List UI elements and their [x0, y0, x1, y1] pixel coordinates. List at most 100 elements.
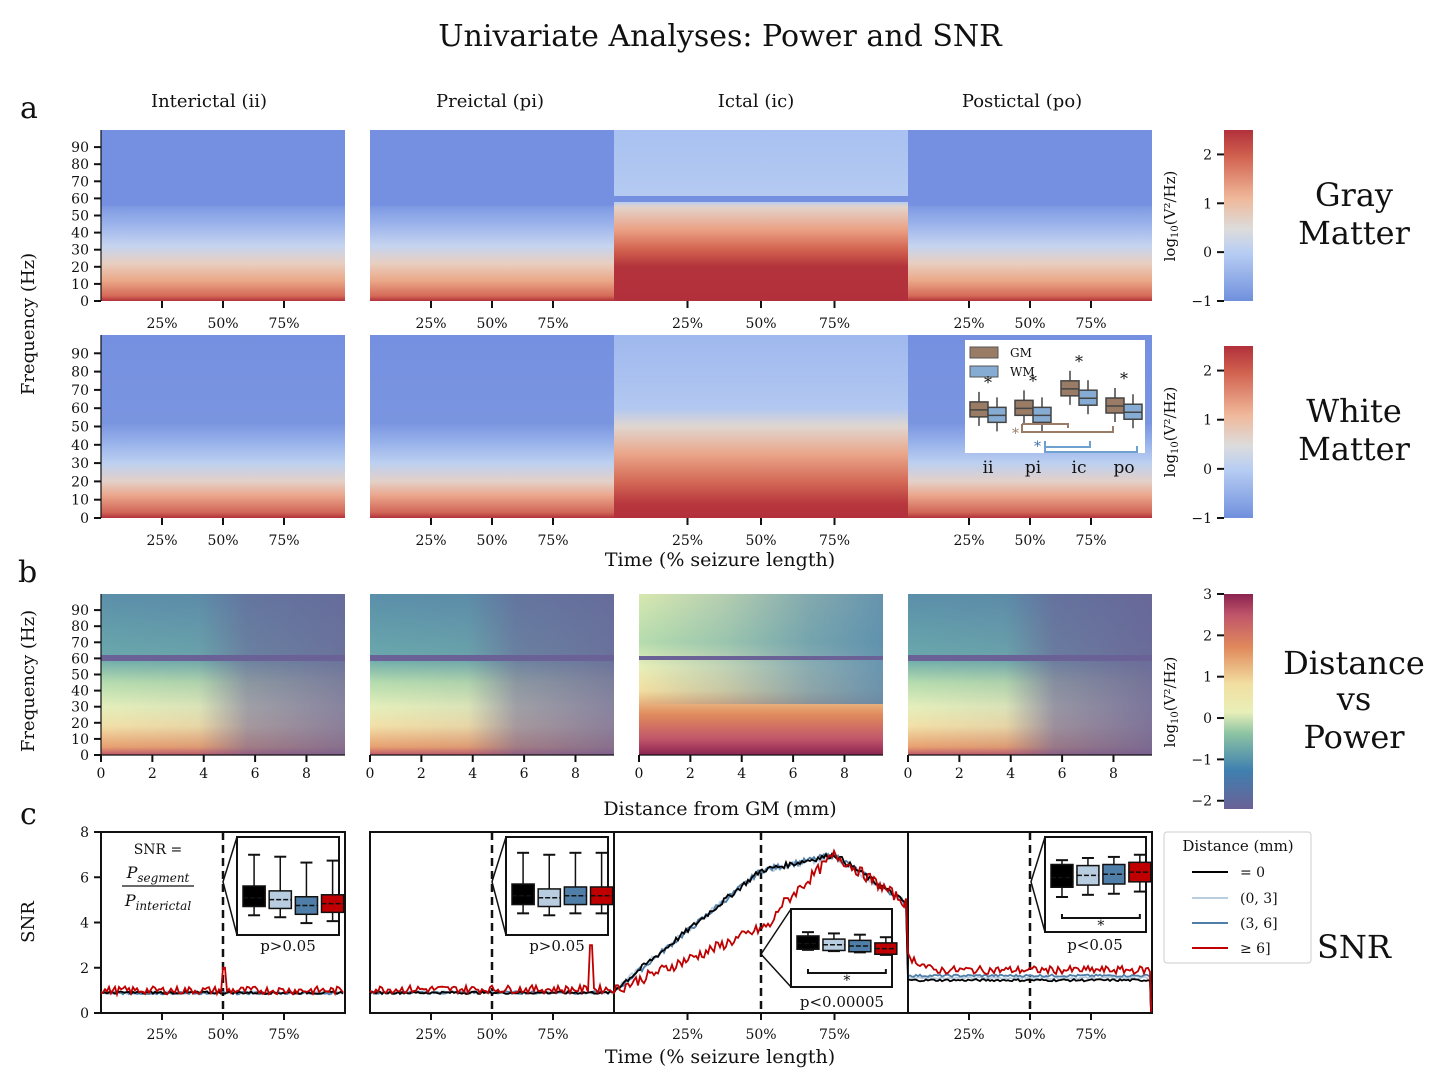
colorbar-tick-label: −2 [1191, 794, 1212, 810]
inset-pointer [760, 908, 792, 988]
colorbar-tick-label: 1 [1203, 670, 1212, 686]
wm-spec-interictal [101, 335, 345, 518]
y-tick-label: 30 [71, 456, 89, 472]
x-tick-label: 50% [1014, 533, 1045, 549]
gm-bracket-star: * [1012, 426, 1019, 442]
x-tick-label: 50% [207, 533, 238, 549]
legend-label-d6: ≥ 6] [1240, 941, 1271, 957]
x-tick-label: 50% [745, 1027, 776, 1043]
x-tick-label: 75% [1075, 1027, 1106, 1043]
x-tick-label: 75% [268, 316, 299, 332]
phase-title-postictal: Postictal (po) [962, 91, 1082, 112]
x-tick-label: 0 [904, 766, 913, 782]
x-tick-label: 6 [789, 766, 798, 782]
x-tick-label: 2 [417, 766, 426, 782]
colorbar-tick-label: 2 [1203, 147, 1212, 163]
gm-significance-bracket [1021, 423, 1114, 433]
x-tick-label: 0 [97, 766, 106, 782]
x-tick-label: 25% [415, 1027, 446, 1043]
legend-label-d0: = 0 [1240, 865, 1265, 881]
y-tick-label: 0 [80, 511, 89, 527]
colorbar-ticks: −1 0 1 2 −1 0 1 2 −2 −1 0 1 2 3 [1191, 147, 1224, 810]
inset-pointer [1030, 836, 1046, 933]
phase-title-ictal: Ictal (ic) [718, 91, 795, 112]
x-tick-label: 2 [686, 766, 695, 782]
inset-tick-ii: ii [983, 458, 994, 478]
inset-tick-po: po [1113, 458, 1134, 478]
formula-lhs: SNR = [134, 842, 183, 858]
y-tick-label: 80 [71, 619, 89, 635]
snr-line-interictal [100, 966, 344, 998]
y-tick-label: 50 [71, 420, 89, 436]
y-tick-label: 80 [71, 365, 89, 381]
x-tick-label: 25% [953, 316, 984, 332]
formula-numerator: Psegment [126, 863, 190, 885]
colorbar-tick-label: 2 [1203, 628, 1212, 644]
y-tick-label: 50 [71, 209, 89, 225]
inset-sig-star: * [1029, 371, 1037, 390]
y-tick-label: 20 [71, 716, 89, 732]
legend-frame [1163, 831, 1312, 964]
inset-sig-star: * [843, 973, 850, 989]
x-tick-label: 0 [366, 766, 375, 782]
x-tick-label: 50% [745, 533, 776, 549]
inset-sig-bracket [806, 969, 887, 974]
row-label-white-1: White [1306, 392, 1402, 430]
x-tick-label: 50% [1014, 316, 1045, 332]
colorbar-label-gm: log10(V²/Hz) [1161, 171, 1181, 262]
colorbar-tick-label: 0 [1203, 462, 1212, 478]
x-tick-label: 75% [268, 1027, 299, 1043]
gm-line-noise [101, 196, 1152, 202]
colorbar-gm [1224, 130, 1253, 301]
gm-spec-interictal [101, 130, 345, 301]
colorbar-wm [1224, 346, 1253, 518]
gm-spec-ictal [614, 130, 908, 301]
x-tick-label: 75% [1075, 316, 1106, 332]
colorbar-label-distance: log10(V²/Hz) [1161, 657, 1181, 748]
x-tick-label: 8 [1109, 766, 1118, 782]
x-tick-label: 25% [146, 1027, 177, 1043]
x-tick-label: 50% [476, 1027, 507, 1043]
legend-wm-swatch [969, 365, 999, 378]
row-label-gray-2: Matter [1298, 214, 1411, 252]
x-tick-label: 75% [1075, 533, 1106, 549]
y-tick-label: 10 [71, 732, 89, 748]
colorbar-label-wm: log10(V²/Hz) [1161, 387, 1181, 478]
x-tick-label: 25% [415, 316, 446, 332]
y-tick-label: 70 [71, 174, 89, 190]
x-tick-label: 75% [537, 533, 568, 549]
x-tick-label: 6 [520, 766, 529, 782]
colorbar-tick-label: 0 [1203, 711, 1212, 727]
ylabel-frequency-a: Frequency (Hz) [18, 253, 39, 395]
dist-line-noise-1 [101, 655, 345, 661]
colorbar-tick-label: −1 [1191, 511, 1212, 527]
panel-letter-a: a [20, 91, 38, 126]
x-tick-label: 4 [468, 766, 477, 782]
dist-heatmap-preictal-fade [370, 594, 614, 755]
dist-line-noise-2 [370, 655, 614, 661]
ylabel-frequency-b: Frequency (Hz) [18, 610, 39, 752]
y-tick-label: 60 [71, 401, 89, 417]
x-tick-label: 6 [1058, 766, 1067, 782]
wm-spec-preictal [370, 335, 614, 518]
x-tick-label: 50% [1014, 1027, 1045, 1043]
x-tick-label: 50% [745, 316, 776, 332]
inset-sig-bracket [1060, 914, 1141, 919]
x-tick-label: 25% [146, 316, 177, 332]
y-tick-label: 70 [71, 635, 89, 651]
inset-sig-star: * [1097, 918, 1104, 934]
snr-legend: Distance (mm) = 0 (0, 3] (3, 6] ≥ 6] [1163, 831, 1312, 964]
inset-sig-star: * [984, 373, 992, 392]
ylabel-snr: SNR [18, 901, 39, 943]
y-tick-label: 40 [71, 226, 89, 242]
wm-bracket-star: * [1034, 439, 1041, 455]
gm-wm-inset: GM WM * * * * ii pi ic po * * [965, 340, 1145, 478]
y-tick-label: 10 [71, 493, 89, 509]
gm-line-noise-gap [345, 196, 370, 202]
x-tick-label: 25% [672, 316, 703, 332]
y-tick-label: 20 [71, 474, 89, 490]
snr-lines [100, 848, 1152, 1012]
inset-p-value: p<0.05 [1067, 936, 1123, 954]
legend-gm-label: GM [1010, 346, 1032, 360]
formula-denominator: Pinterictal [124, 891, 192, 913]
